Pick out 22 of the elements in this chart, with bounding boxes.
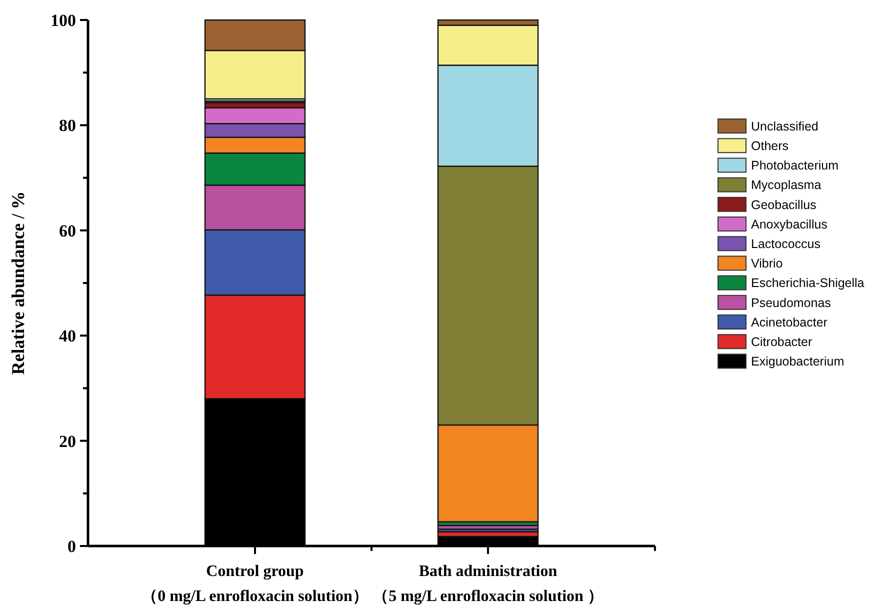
legend-label: Photobacterium	[751, 158, 839, 173]
legend-label: Others	[751, 138, 789, 153]
legend-label: Pseudomonas	[751, 296, 831, 310]
legend-label: Mycoplasma	[751, 178, 822, 192]
y-tick-label: 100	[50, 10, 76, 30]
legend-label: Geobacillus	[751, 198, 816, 212]
y-axis-title: Relative abundance / %	[8, 191, 28, 375]
y-tick-label: 40	[59, 326, 76, 346]
legend-label: Anoxybacillus	[751, 217, 828, 232]
y-tick-label: 0	[68, 536, 76, 556]
legend-label: Exiguobacterium	[751, 354, 844, 369]
x-tick-label: Bath administration （5 mg/L enrofloxacin solution ）	[372, 563, 604, 605]
legend-label: Citrobacter	[751, 334, 812, 349]
legend-label: Lactococcus	[751, 236, 820, 251]
x-tick-label: Control group （0 mg/L enrofloxacin solution）	[142, 563, 368, 605]
y-tick-label: 80	[59, 116, 76, 136]
legend-label: Vibrio	[751, 256, 783, 271]
legend-label: Acinetobacter	[751, 315, 828, 330]
y-tick-label: 60	[59, 221, 76, 240]
legend-label: Unclassified	[751, 119, 818, 134]
y-tick-label: 20	[59, 432, 76, 451]
legend-label: Escherichia-Shigella	[751, 276, 864, 290]
